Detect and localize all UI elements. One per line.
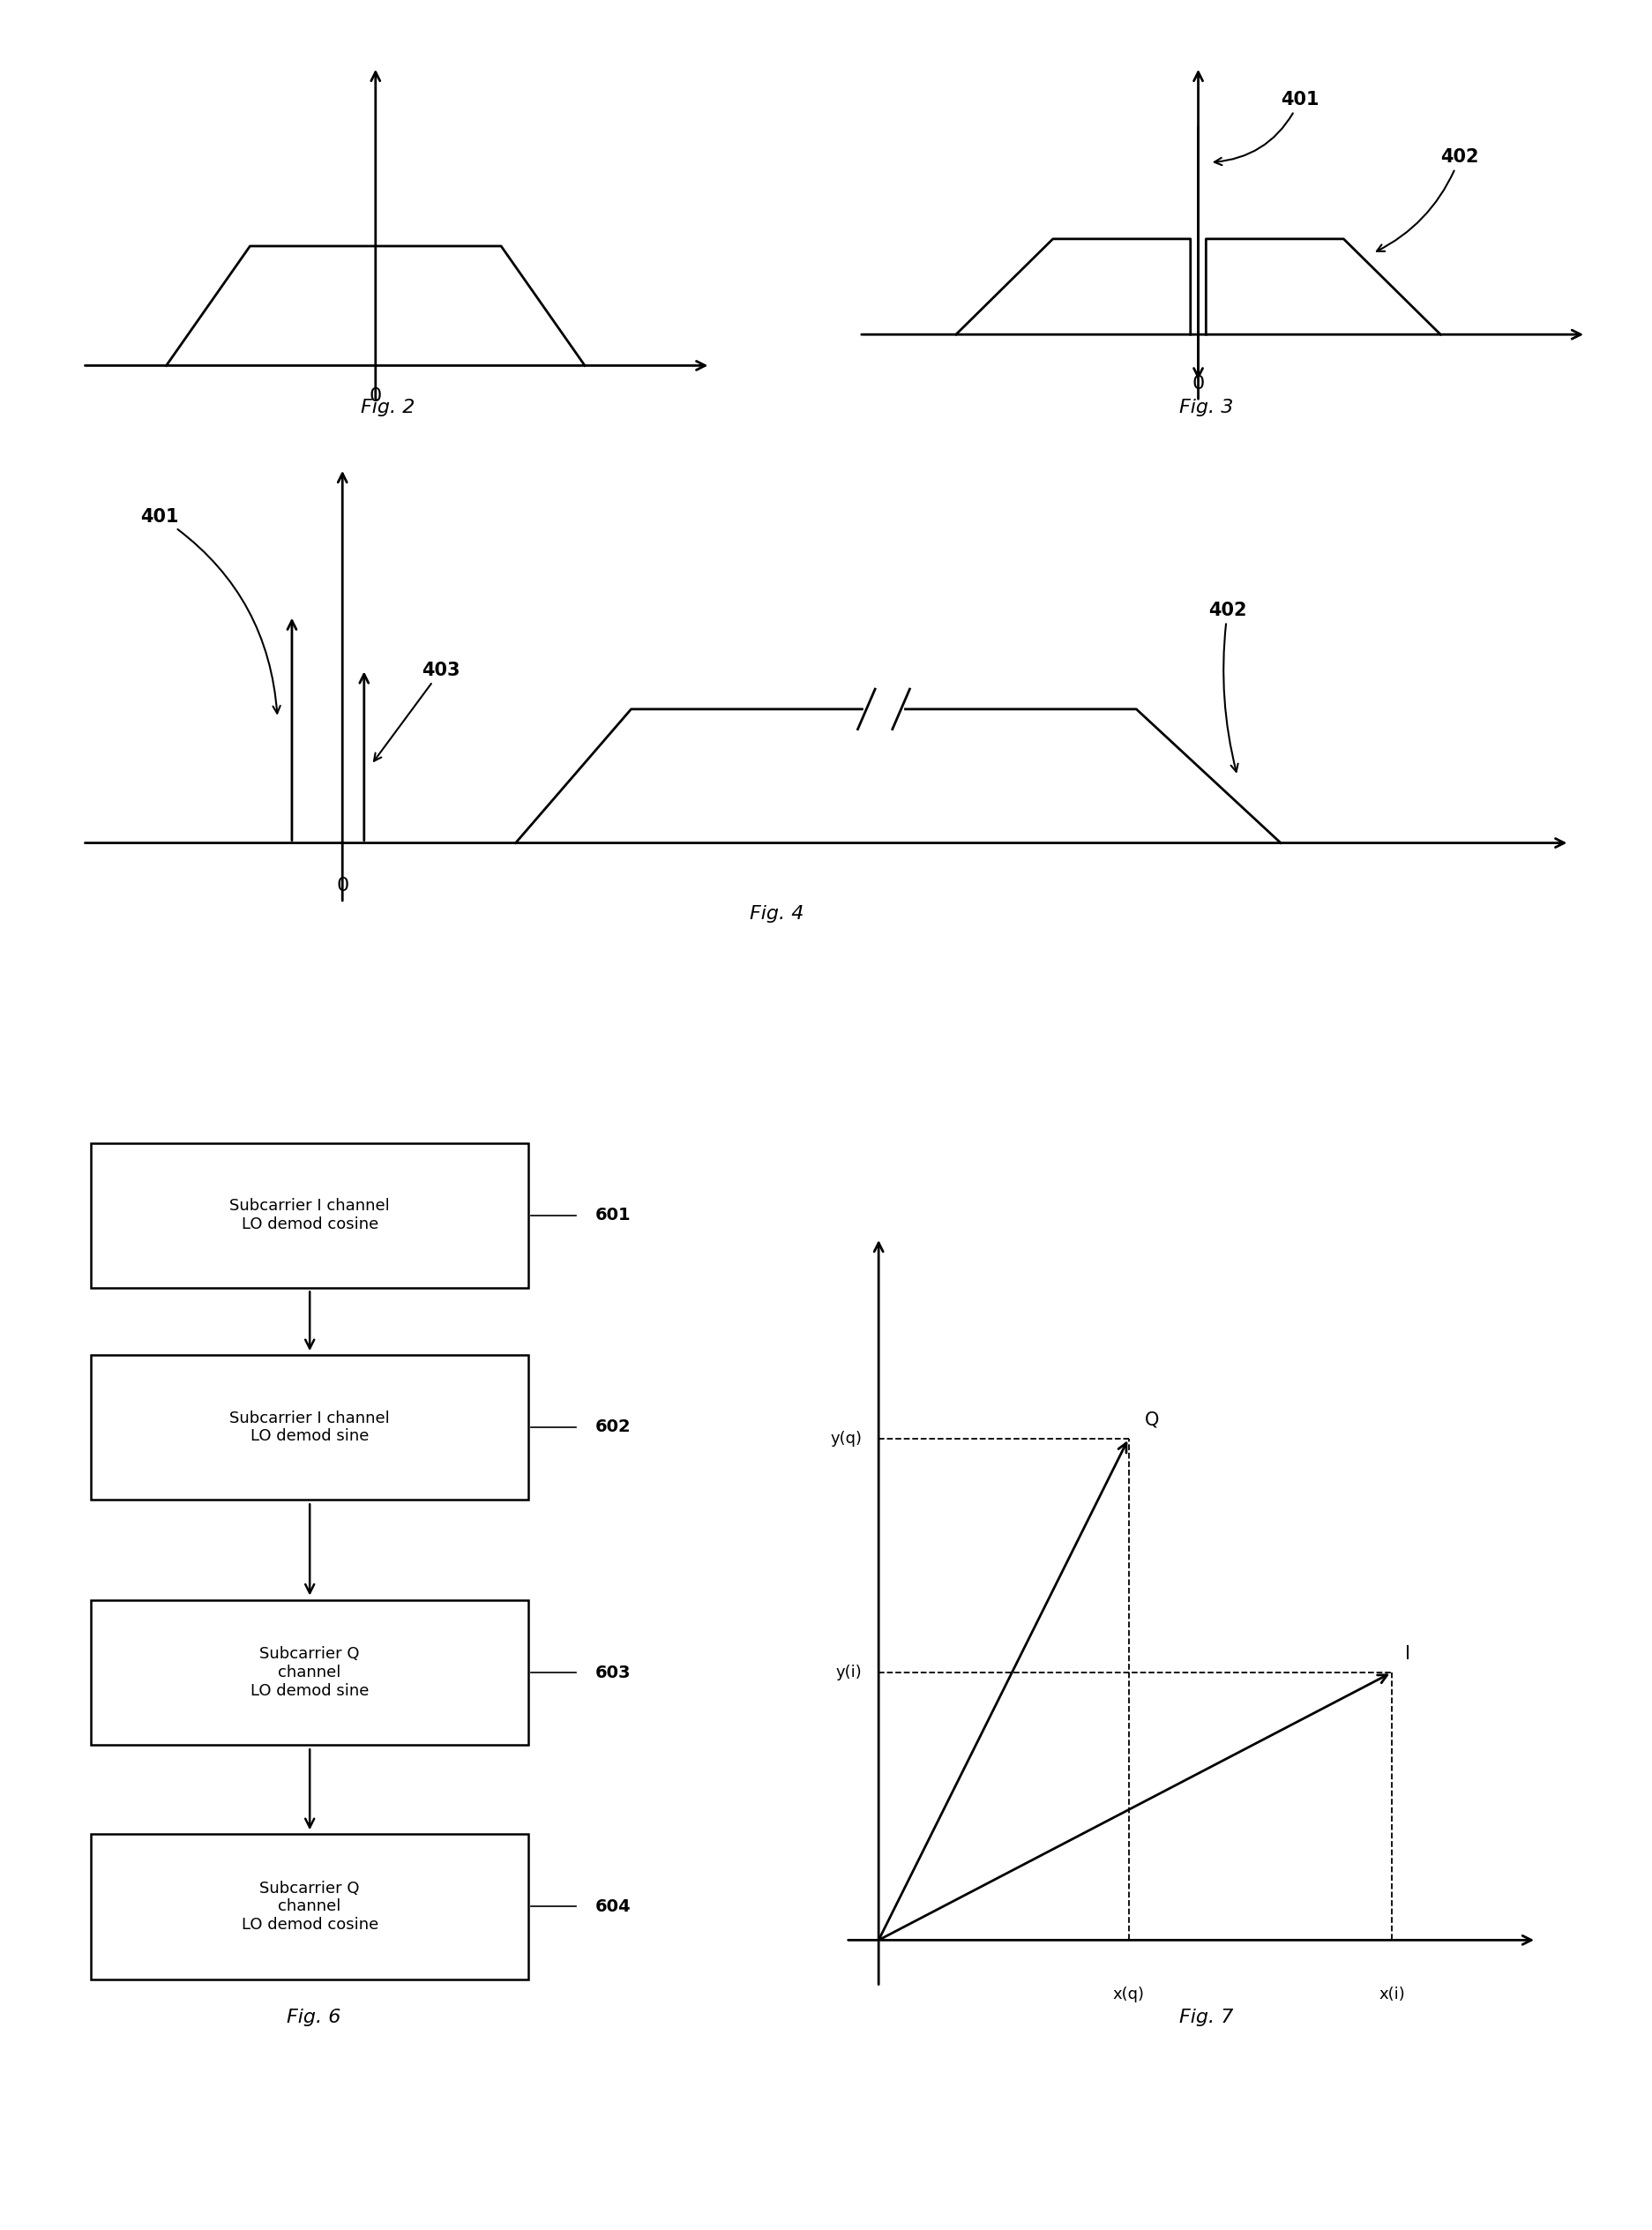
Text: Subcarrier I channel
LO demod sine: Subcarrier I channel LO demod sine xyxy=(230,1409,390,1445)
Text: Fig. 6: Fig. 6 xyxy=(287,2009,340,2027)
Text: 402: 402 xyxy=(1376,149,1479,252)
Text: Subcarrier Q
channel
LO demod cosine: Subcarrier Q channel LO demod cosine xyxy=(241,1880,378,1933)
Text: 403: 403 xyxy=(373,662,461,760)
Text: x(i): x(i) xyxy=(1379,1987,1404,2003)
Text: 0: 0 xyxy=(370,388,382,404)
Text: 402: 402 xyxy=(1209,602,1247,772)
Text: y(i): y(i) xyxy=(836,1664,862,1681)
Text: Fig. 2: Fig. 2 xyxy=(362,399,415,417)
Text: 401: 401 xyxy=(1214,91,1318,165)
Text: 604: 604 xyxy=(595,1898,631,1916)
Text: 401: 401 xyxy=(140,508,281,714)
Text: Subcarrier I channel
LO demod cosine: Subcarrier I channel LO demod cosine xyxy=(230,1198,390,1233)
Text: Fig. 3: Fig. 3 xyxy=(1180,399,1232,417)
Text: x(q): x(q) xyxy=(1113,1987,1145,2003)
Text: 0: 0 xyxy=(1193,375,1204,392)
Text: 603: 603 xyxy=(595,1664,631,1681)
Text: I: I xyxy=(1404,1646,1411,1664)
Text: Fig. 7: Fig. 7 xyxy=(1180,2009,1232,2027)
Text: 0: 0 xyxy=(335,876,349,894)
Text: Fig. 4: Fig. 4 xyxy=(750,905,803,923)
Text: y(q): y(q) xyxy=(831,1429,862,1447)
Text: Q: Q xyxy=(1145,1412,1160,1429)
Text: Subcarrier Q
channel
LO demod sine: Subcarrier Q channel LO demod sine xyxy=(251,1646,368,1699)
Text: 601: 601 xyxy=(595,1206,631,1224)
Text: 602: 602 xyxy=(595,1418,631,1436)
